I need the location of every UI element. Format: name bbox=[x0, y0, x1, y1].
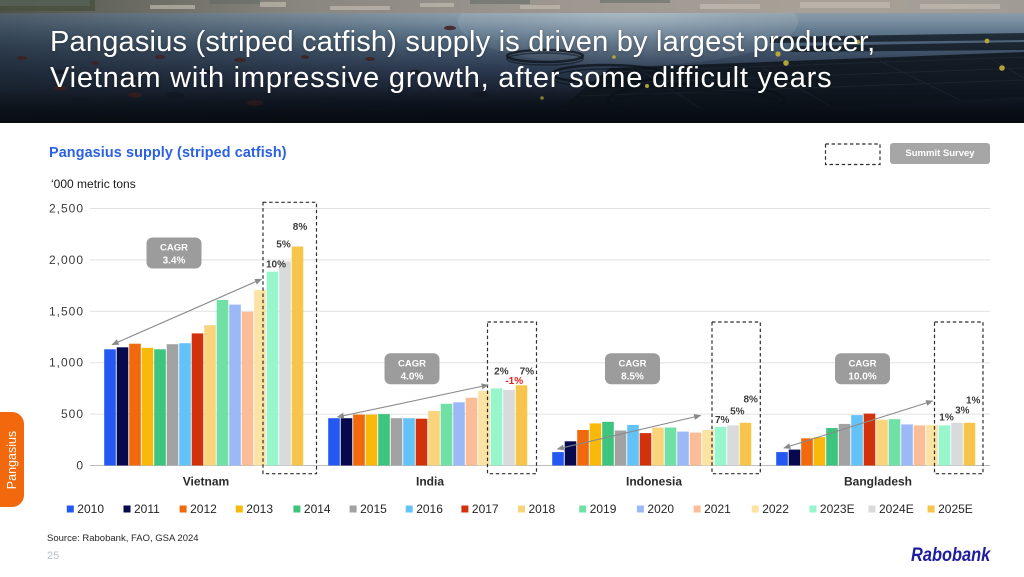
svg-text:0: 0 bbox=[76, 459, 84, 473]
svg-text:2014: 2014 bbox=[304, 502, 331, 516]
svg-text:CAGR: CAGR bbox=[619, 358, 647, 369]
svg-text:1,000: 1,000 bbox=[49, 356, 84, 370]
svg-text:10.0%: 10.0% bbox=[848, 371, 876, 382]
svg-text:8%: 8% bbox=[293, 222, 308, 233]
svg-text:5%: 5% bbox=[276, 240, 291, 251]
svg-text:2019: 2019 bbox=[590, 502, 617, 516]
svg-text:2011: 2011 bbox=[134, 502, 160, 516]
svg-text:2013: 2013 bbox=[246, 502, 273, 516]
svg-text:5%: 5% bbox=[730, 407, 745, 418]
svg-text:CAGR: CAGR bbox=[160, 243, 188, 254]
svg-text:2024E: 2024E bbox=[879, 502, 914, 516]
svg-text:1%: 1% bbox=[966, 396, 981, 407]
svg-text:2021: 2021 bbox=[704, 502, 731, 516]
svg-text:2012: 2012 bbox=[190, 502, 217, 516]
svg-text:2025E: 2025E bbox=[938, 502, 973, 516]
svg-text:India: India bbox=[416, 475, 444, 489]
svg-text:2015: 2015 bbox=[360, 502, 387, 516]
svg-text:7%: 7% bbox=[715, 415, 730, 426]
svg-text:8%: 8% bbox=[743, 395, 758, 406]
svg-text:2,000: 2,000 bbox=[49, 253, 84, 267]
svg-text:2%: 2% bbox=[494, 367, 509, 378]
svg-text:CAGR: CAGR bbox=[398, 358, 426, 369]
svg-text:2016: 2016 bbox=[416, 502, 443, 516]
svg-text:Bangladesh: Bangladesh bbox=[844, 475, 912, 489]
svg-text:2,500: 2,500 bbox=[49, 202, 84, 216]
svg-text:2020: 2020 bbox=[647, 502, 674, 516]
svg-text:500: 500 bbox=[61, 407, 84, 421]
svg-text:4.0%: 4.0% bbox=[401, 371, 424, 382]
svg-text:2017: 2017 bbox=[472, 502, 499, 516]
svg-text:2022: 2022 bbox=[762, 502, 789, 516]
svg-text:CAGR: CAGR bbox=[849, 358, 877, 369]
svg-text:Vietnam: Vietnam bbox=[183, 475, 229, 489]
svg-text:3.4%: 3.4% bbox=[163, 256, 186, 267]
svg-text:Indonesia: Indonesia bbox=[626, 475, 682, 489]
svg-text:1,500: 1,500 bbox=[49, 304, 84, 318]
svg-text:7%: 7% bbox=[520, 367, 535, 378]
svg-text:2018: 2018 bbox=[529, 502, 556, 516]
svg-text:-1%: -1% bbox=[505, 376, 523, 387]
svg-text:3%: 3% bbox=[955, 405, 970, 416]
svg-text:2010: 2010 bbox=[77, 502, 104, 516]
svg-text:2023E: 2023E bbox=[820, 502, 855, 516]
svg-text:8.5%: 8.5% bbox=[621, 371, 644, 382]
svg-text:10%: 10% bbox=[266, 259, 286, 270]
svg-text:1%: 1% bbox=[939, 413, 954, 424]
